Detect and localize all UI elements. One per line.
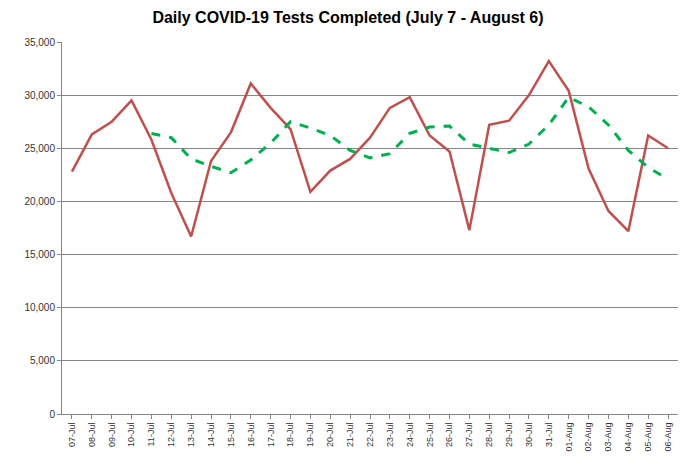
svg-text:02-Aug: 02-Aug bbox=[584, 423, 594, 452]
svg-text:30-Jul: 30-Jul bbox=[524, 423, 534, 448]
svg-text:30,000: 30,000 bbox=[24, 90, 55, 101]
svg-text:5,000: 5,000 bbox=[30, 355, 55, 366]
svg-text:35,000: 35,000 bbox=[24, 37, 55, 48]
svg-text:15-Jul: 15-Jul bbox=[226, 423, 236, 448]
svg-text:25,000: 25,000 bbox=[24, 143, 55, 154]
svg-text:26-Jul: 26-Jul bbox=[444, 423, 454, 448]
svg-text:01-Aug: 01-Aug bbox=[564, 423, 574, 452]
svg-text:24-Jul: 24-Jul bbox=[405, 423, 415, 448]
svg-text:25-Jul: 25-Jul bbox=[425, 423, 435, 448]
svg-text:27-Jul: 27-Jul bbox=[464, 423, 474, 448]
svg-text:21-Jul: 21-Jul bbox=[345, 423, 355, 448]
svg-text:08-Jul: 08-Jul bbox=[87, 423, 97, 448]
svg-text:05-Aug: 05-Aug bbox=[643, 423, 653, 452]
svg-text:20,000: 20,000 bbox=[24, 196, 55, 207]
svg-text:03-Aug: 03-Aug bbox=[603, 423, 613, 452]
svg-text:20-Jul: 20-Jul bbox=[325, 423, 335, 448]
svg-text:04-Aug: 04-Aug bbox=[623, 423, 633, 452]
svg-text:10-Jul: 10-Jul bbox=[126, 423, 136, 448]
svg-text:Daily COVID-19 Tests Completed: Daily COVID-19 Tests Completed (July 7 -… bbox=[152, 9, 543, 26]
svg-text:31-Jul: 31-Jul bbox=[544, 423, 554, 448]
svg-text:13-Jul: 13-Jul bbox=[186, 423, 196, 448]
svg-text:09-Jul: 09-Jul bbox=[107, 423, 117, 448]
svg-text:18-Jul: 18-Jul bbox=[285, 423, 295, 448]
svg-text:19-Jul: 19-Jul bbox=[305, 423, 315, 448]
svg-text:12-Jul: 12-Jul bbox=[166, 423, 176, 448]
svg-text:11-Jul: 11-Jul bbox=[146, 423, 156, 447]
svg-text:07-Jul: 07-Jul bbox=[67, 423, 77, 448]
svg-text:06-Aug: 06-Aug bbox=[663, 423, 673, 452]
svg-text:16-Jul: 16-Jul bbox=[246, 423, 256, 448]
svg-text:10,000: 10,000 bbox=[24, 302, 55, 313]
svg-text:17-Jul: 17-Jul bbox=[266, 423, 276, 448]
svg-text:28-Jul: 28-Jul bbox=[484, 423, 494, 448]
svg-text:0: 0 bbox=[49, 409, 55, 420]
svg-text:15,000: 15,000 bbox=[24, 249, 55, 260]
svg-text:14-Jul: 14-Jul bbox=[206, 423, 216, 448]
svg-text:23-Jul: 23-Jul bbox=[385, 423, 395, 448]
svg-text:22-Jul: 22-Jul bbox=[365, 423, 375, 448]
svg-text:29-Jul: 29-Jul bbox=[504, 423, 514, 448]
